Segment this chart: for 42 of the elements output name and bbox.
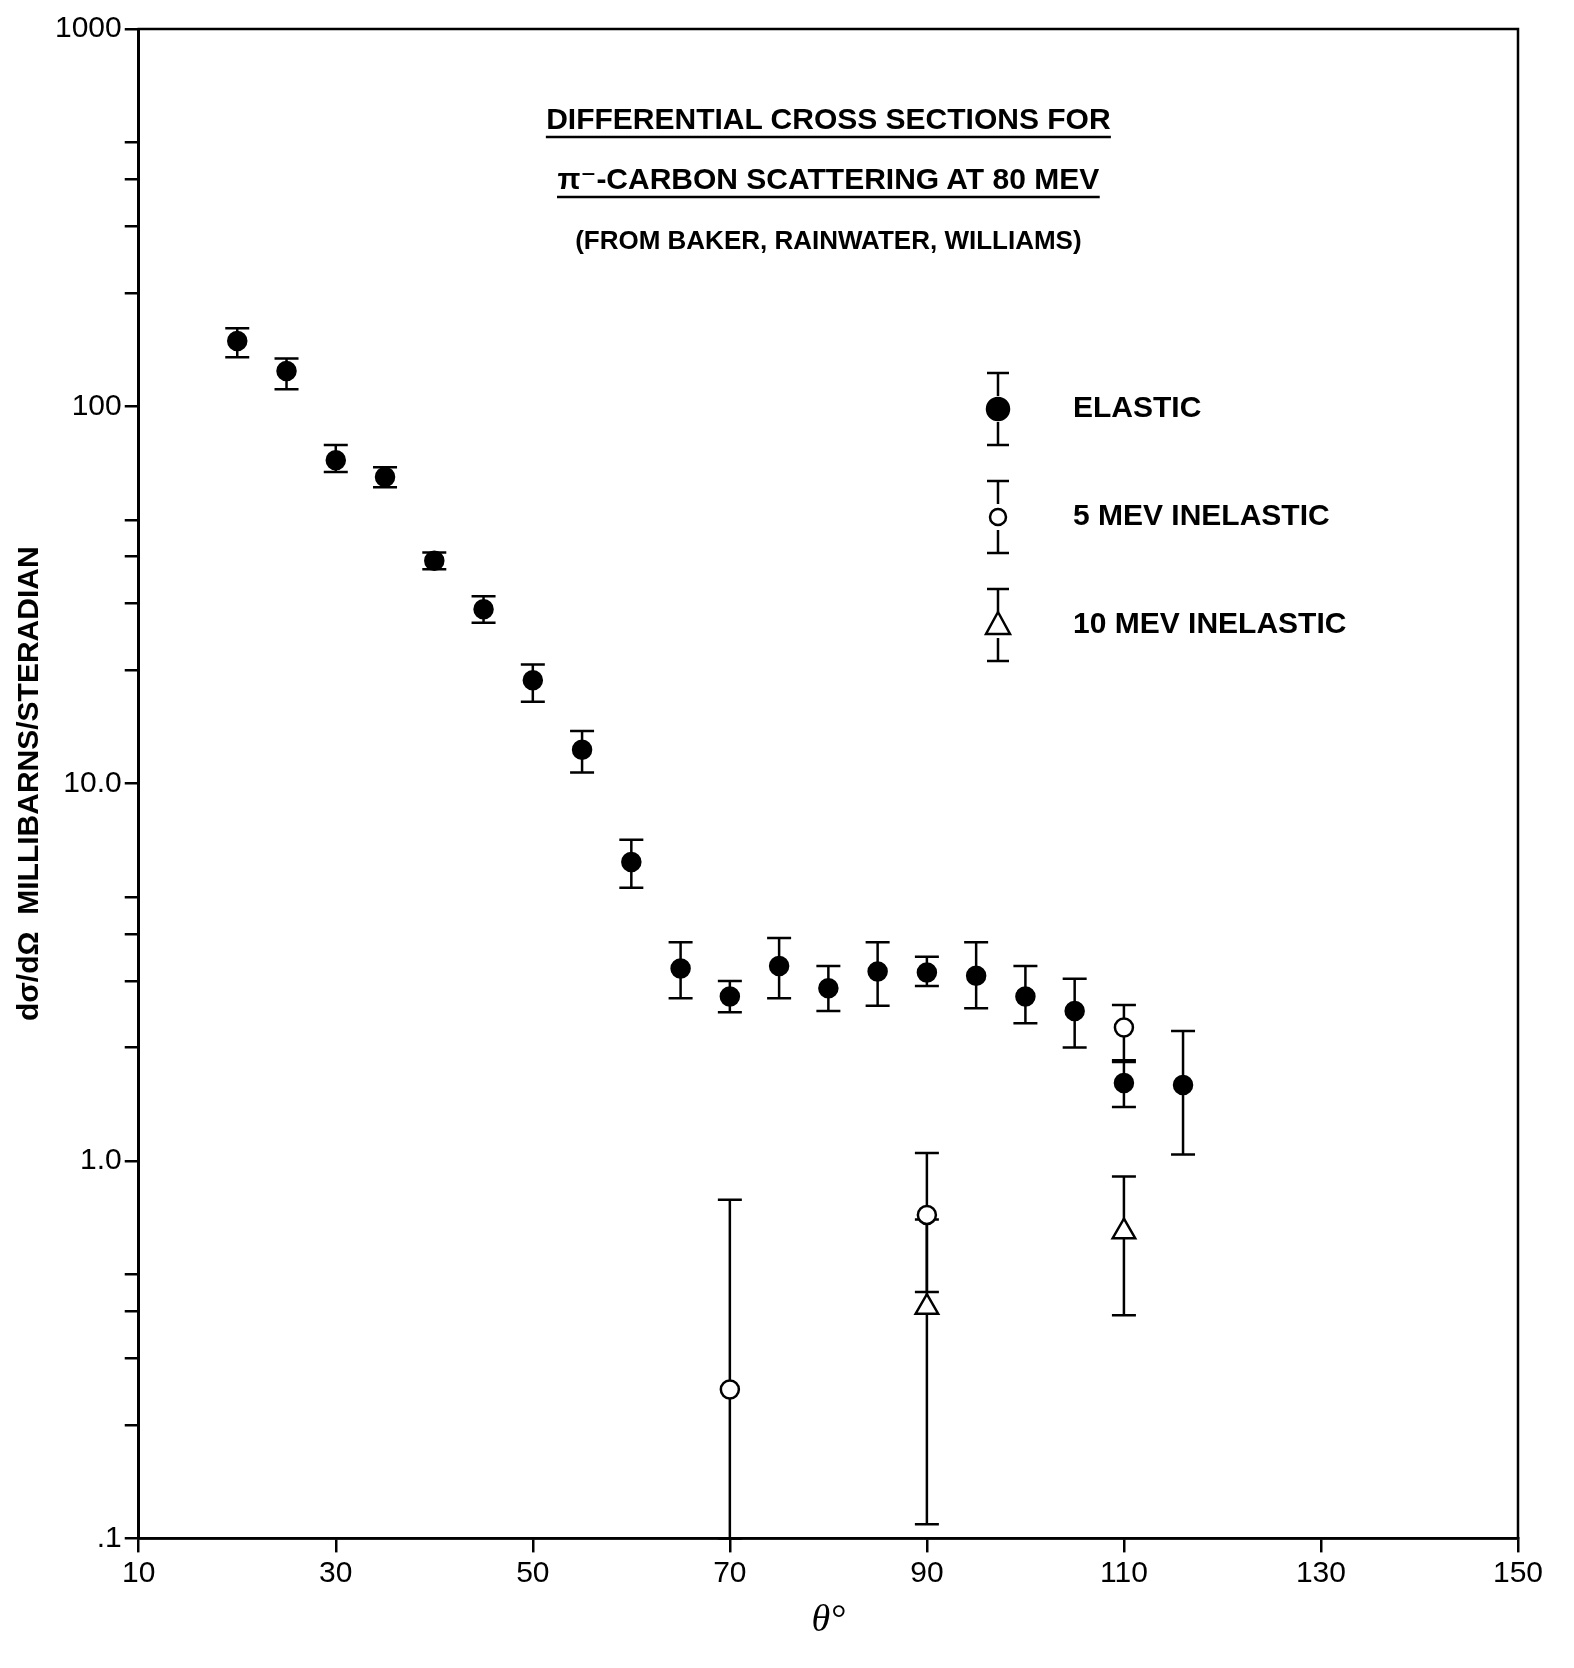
y-tick-label: 100 [71, 387, 122, 421]
point [916, 1204, 938, 1226]
y-tick-label: 1.0 [80, 1142, 122, 1176]
point [768, 955, 790, 977]
x-tick-label: 30 [319, 1554, 353, 1588]
point [227, 330, 248, 352]
point [276, 360, 297, 382]
y-tick-label: 1000 [54, 10, 122, 44]
x-tick-label: 10 [122, 1554, 156, 1588]
point [522, 670, 544, 691]
point [571, 739, 593, 761]
point [818, 978, 839, 999]
y-tick-label: .1 [96, 1519, 122, 1553]
text: π⁻-CARBON SCATTERING AT 80 MEV [557, 162, 1100, 195]
point [1113, 1072, 1135, 1094]
x-axis-title: θ° [811, 1597, 846, 1640]
legend-label: 10 MEV INELASTIC [1073, 606, 1347, 640]
legend-label: 5 MEV INELASTIC [1073, 498, 1330, 532]
point [621, 851, 642, 873]
annotation: (FROM BAKER, RAINWATER, WILLIAMS) [575, 225, 1082, 255]
point [1064, 1000, 1085, 1022]
y-tick-label: 10.0 [63, 764, 122, 798]
point [1015, 986, 1036, 1007]
text: DIFFERENTIAL CROSS SECTIONS FOR [546, 102, 1111, 135]
x-tick-label: 150 [1492, 1554, 1544, 1588]
point [719, 1379, 741, 1400]
point [473, 598, 494, 620]
x-tick-label: 90 [910, 1554, 944, 1588]
y-axis-title: dσ/dΩ MILLIBARNS/STERADIAN [11, 546, 45, 1021]
x-tick-label: 50 [516, 1554, 550, 1588]
point [719, 986, 741, 1007]
point [965, 965, 987, 986]
point [1113, 1017, 1135, 1038]
point [916, 962, 938, 983]
x-tick-label: 130 [1295, 1554, 1346, 1588]
x-tick-label: 110 [1100, 1554, 1148, 1588]
point [867, 961, 888, 982]
point [670, 958, 691, 979]
x-tick-label: 70 [713, 1554, 747, 1588]
legend-label: ELASTIC [1073, 390, 1202, 424]
point [325, 449, 347, 471]
point [1172, 1074, 1194, 1096]
